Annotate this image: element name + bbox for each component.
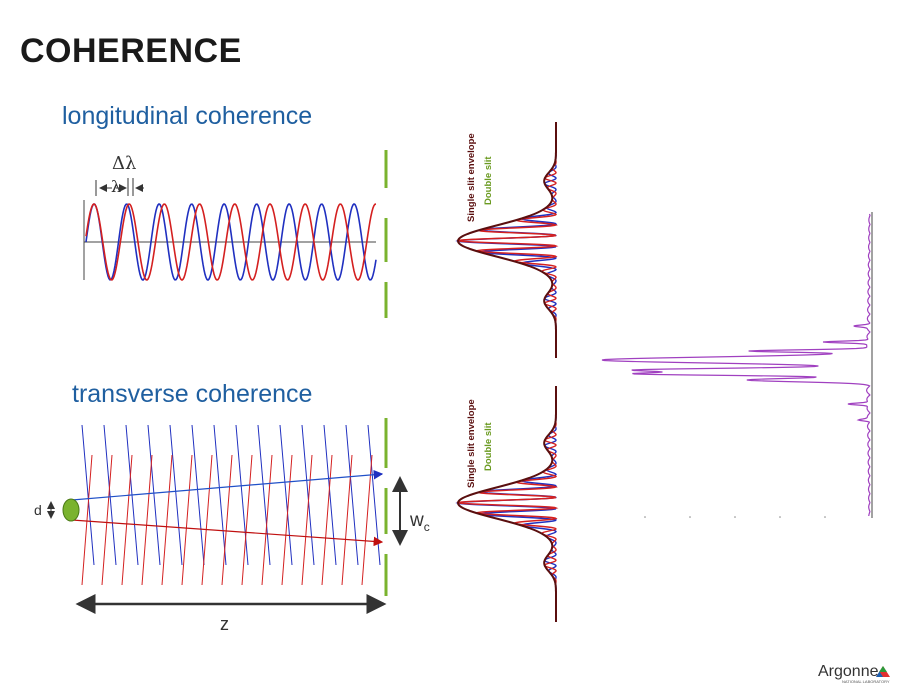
red-wavefronts — [81, 454, 373, 586]
argonne-logo-text: Argonne — [818, 663, 879, 680]
longitudinal-coherence-heading: longitudinal coherence — [62, 102, 313, 130]
longitudinal-diagram: Δλ λ — [83, 150, 388, 318]
axis-dots — [644, 516, 826, 518]
z-label: z — [220, 614, 229, 634]
source-disc — [62, 498, 80, 522]
single-slit-envelope-curve — [456, 122, 557, 358]
wc-label: wc — [409, 510, 430, 534]
double-slit-label: Double slit — [483, 422, 494, 471]
single-slit-envelope-curve — [456, 386, 557, 622]
blue-wave — [85, 203, 377, 281]
lambda-label: λ — [111, 177, 121, 196]
slide-title: COHERENCE — [20, 32, 242, 70]
red-wave — [85, 203, 377, 281]
argonne-logo: Argonne NATIONAL LABORATORY — [818, 663, 890, 684]
delta-lambda-label: Δλ — [112, 153, 136, 174]
argonne-logo-subtext: NATIONAL LABORATORY — [842, 679, 890, 684]
diffraction-pattern — [601, 212, 873, 518]
transverse-diagram: d wc z — [34, 418, 430, 634]
double-slit-label: Double slit — [483, 156, 494, 205]
transverse-coherence-heading: transverse coherence — [72, 380, 313, 408]
interference-top: Single slit envelope Double slit — [455, 122, 559, 358]
single-slit-label: Single slit envelope — [466, 133, 477, 222]
magenta-intensity-curve — [601, 213, 871, 516]
d-label: d — [34, 502, 42, 518]
single-slit-label: Single slit envelope — [466, 399, 477, 488]
red-ray-arrow — [71, 519, 384, 547]
interference-bottom: Single slit envelope Double slit — [455, 386, 559, 622]
blue-ray-arrow — [71, 469, 384, 501]
